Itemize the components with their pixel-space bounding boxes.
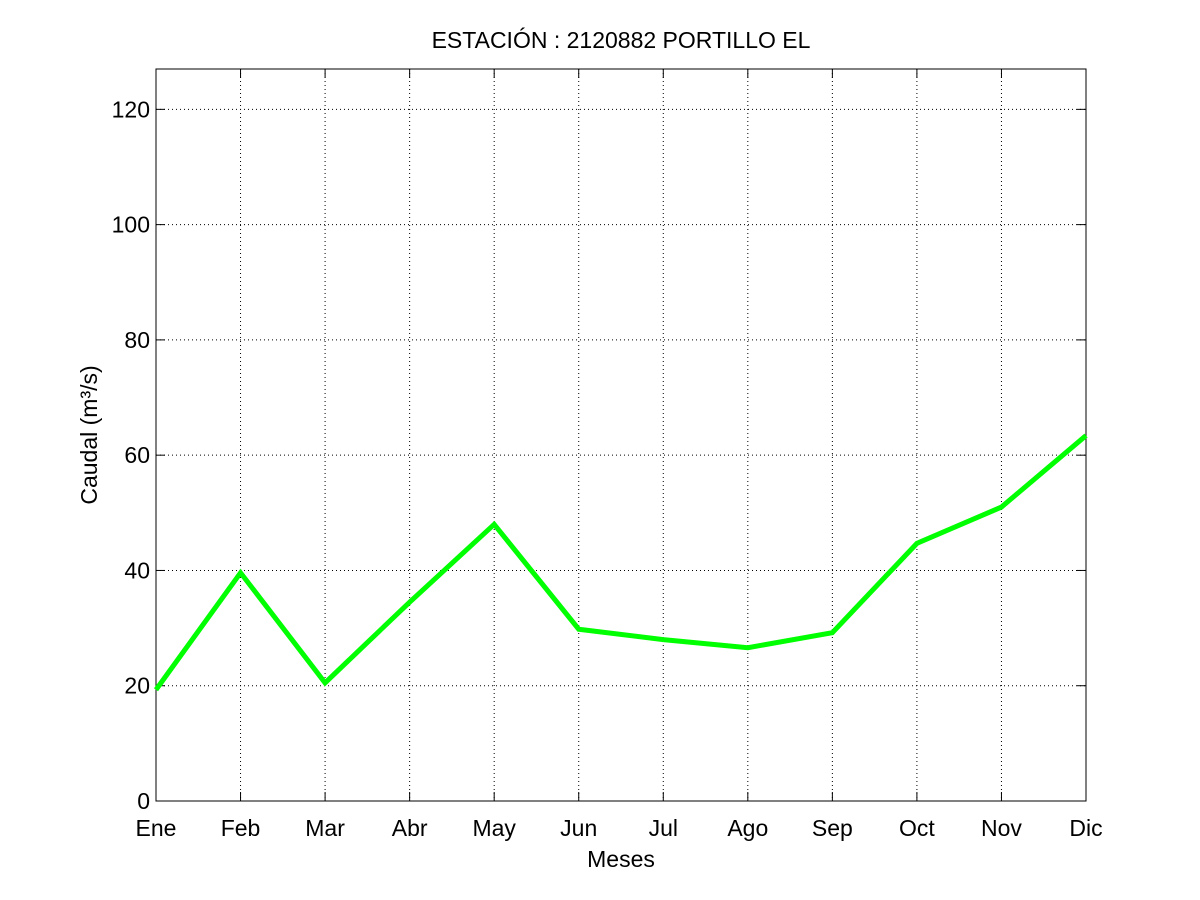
axis-ticks: Ene Feb Mar Abr May Jun Jul Ago Sep Oct Nov Dic 0 20 4… bbox=[112, 69, 1103, 841]
x-tick-label: Sep bbox=[812, 815, 853, 841]
x-tick-label: Ene bbox=[136, 815, 177, 841]
y-tick-label: 40 bbox=[124, 557, 150, 583]
x-axis-label: Meses bbox=[587, 846, 655, 872]
y-axis-label: Caudal (m³/s) bbox=[76, 365, 102, 504]
x-tick-label: Oct bbox=[899, 815, 935, 841]
y-tick-label: 120 bbox=[112, 96, 150, 122]
x-tick-label: Jun bbox=[560, 815, 597, 841]
plot-frame bbox=[155, 68, 1087, 802]
y-tick-label: 20 bbox=[124, 673, 150, 699]
x-tick-label: Feb bbox=[221, 815, 261, 841]
chart-title: ESTACIÓN : 2120882 PORTILLO EL bbox=[432, 27, 811, 53]
x-tick-label: Dic bbox=[1069, 815, 1102, 841]
y-tick-label: 60 bbox=[124, 442, 150, 468]
y-tick-label: 0 bbox=[137, 788, 150, 814]
y-tick-label: 80 bbox=[124, 327, 150, 353]
x-tick-label: Mar bbox=[305, 815, 345, 841]
x-tick-label: Nov bbox=[981, 815, 1022, 841]
grid bbox=[156, 69, 1086, 801]
x-tick-label: May bbox=[472, 815, 516, 841]
series-line bbox=[153, 433, 1088, 692]
x-tick-label: Jul bbox=[649, 815, 678, 841]
y-tick-label: 100 bbox=[112, 212, 150, 238]
x-tick-label: Abr bbox=[392, 815, 428, 841]
series-layer bbox=[153, 433, 1088, 692]
x-tick-label: Ago bbox=[727, 815, 768, 841]
